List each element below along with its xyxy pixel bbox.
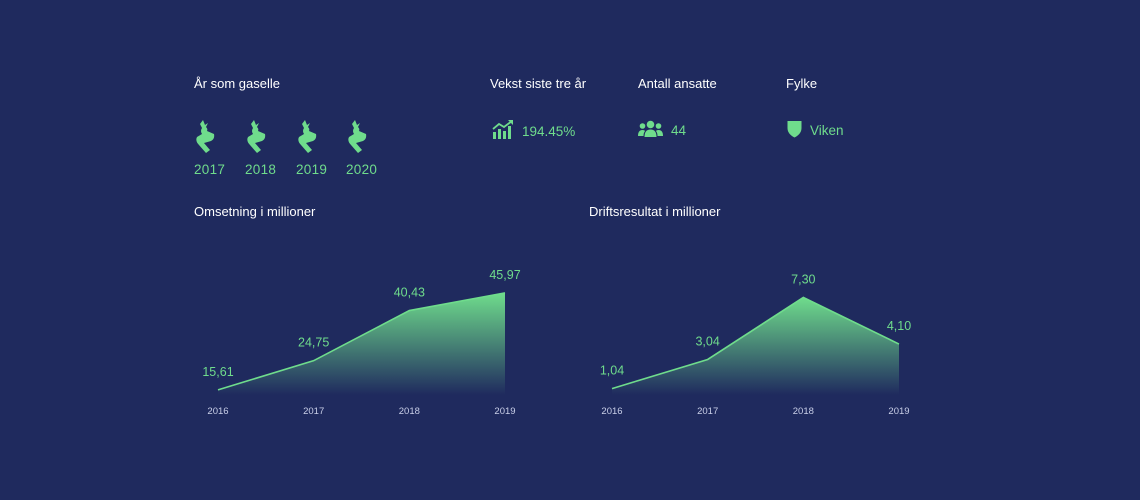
data-label: 3,04 bbox=[695, 334, 719, 348]
gazelle-icon bbox=[346, 120, 376, 154]
gazelle-icon bbox=[194, 120, 224, 154]
area-fill bbox=[218, 292, 505, 395]
data-label: 1,04 bbox=[600, 364, 624, 378]
series-line bbox=[611, 296, 900, 390]
revenue-area-chart: 15,61 2016 24,75 2017 40,43 2018 45,97 2019 bbox=[202, 268, 520, 417]
series-line bbox=[217, 292, 506, 391]
people-icon bbox=[638, 120, 663, 141]
growth-value: 194.45% bbox=[522, 124, 576, 139]
gazelle-year: 2019 bbox=[296, 162, 328, 177]
chart-revenue: 15,61 2016 24,75 2017 40,43 2018 45,97 2019 bbox=[200, 240, 530, 425]
data-label: 45,97 bbox=[489, 268, 520, 282]
x-tick-label: 2018 bbox=[793, 406, 814, 417]
area-fill bbox=[612, 297, 899, 395]
gazelle-title: År som gaselle bbox=[194, 76, 280, 91]
x-tick-label: 2017 bbox=[697, 406, 718, 417]
county-title: Fylke bbox=[786, 76, 818, 91]
x-tick-label: 2019 bbox=[494, 406, 515, 417]
employees-value: 44 bbox=[671, 123, 687, 138]
employees-stat: 44 bbox=[638, 120, 686, 141]
gazelle-year-item: 2020 bbox=[346, 120, 377, 177]
gazelle-icon bbox=[245, 120, 275, 154]
chart-revenue-title: Omsetning i millioner bbox=[194, 204, 316, 219]
growth-chart-icon bbox=[492, 120, 514, 143]
x-tick-label: 2016 bbox=[601, 406, 622, 417]
data-label: 4,10 bbox=[887, 319, 911, 333]
x-tick-label: 2019 bbox=[888, 406, 909, 417]
gazelle-icon bbox=[296, 120, 326, 154]
x-tick-label: 2017 bbox=[303, 406, 324, 417]
x-tick-label: 2016 bbox=[207, 406, 228, 417]
data-label: 24,75 bbox=[298, 336, 329, 350]
operating-area-chart: 1,04 2016 3,04 2017 7,30 2018 4,10 2019 bbox=[600, 272, 911, 417]
county-value: Viken bbox=[810, 123, 844, 138]
county-stat: Viken bbox=[787, 120, 844, 141]
gazelle-year-item: 2018 bbox=[245, 120, 276, 177]
gazelle-year-item: 2019 bbox=[296, 120, 327, 177]
data-label: 15,61 bbox=[202, 365, 233, 379]
gazelle-year: 2017 bbox=[194, 162, 226, 177]
shield-icon bbox=[787, 120, 802, 141]
employees-title: Antall ansatte bbox=[638, 76, 717, 91]
gazelle-year-item: 2017 bbox=[194, 120, 225, 177]
gazelle-year: 2018 bbox=[245, 162, 277, 177]
x-tick-label: 2018 bbox=[399, 406, 420, 417]
gazelle-year: 2020 bbox=[346, 162, 378, 177]
data-label: 7,30 bbox=[791, 272, 815, 286]
growth-stat: 194.45% bbox=[492, 120, 575, 143]
chart-operating: 1,04 2016 3,04 2017 7,30 2018 4,10 2019 bbox=[594, 240, 924, 425]
growth-title: Vekst siste tre år bbox=[490, 76, 587, 91]
chart-operating-title: Driftsresultat i millioner bbox=[589, 204, 721, 219]
data-label: 40,43 bbox=[394, 286, 425, 300]
